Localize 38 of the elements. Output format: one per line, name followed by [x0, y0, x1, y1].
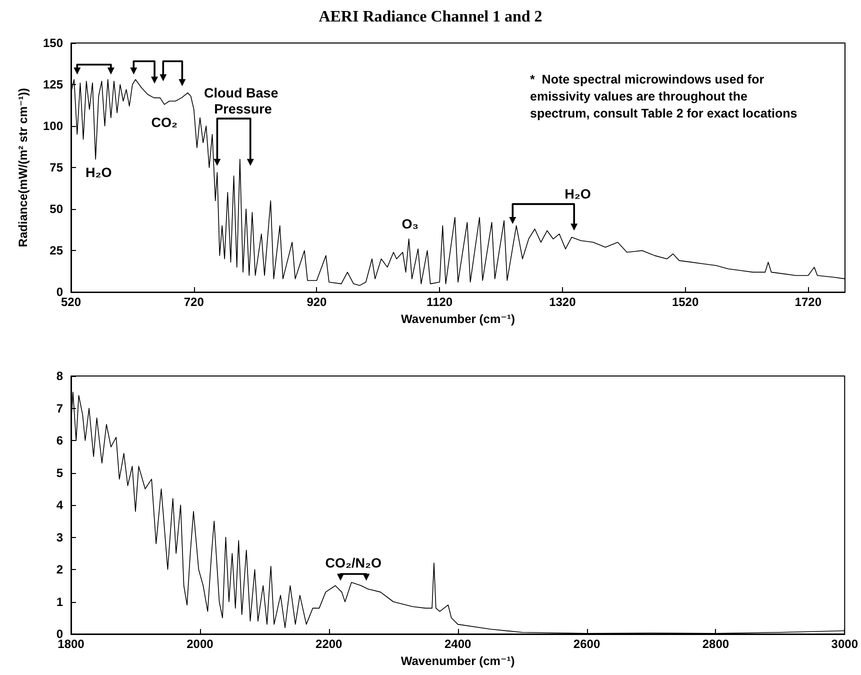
- annotation: Cloud Base Pressure: [204, 86, 282, 117]
- y-tick-label: 4: [56, 498, 64, 512]
- y-tick-label: 6: [56, 434, 64, 448]
- y-tick-label: 100: [42, 119, 64, 134]
- x-tick-label: 920: [306, 295, 328, 310]
- y-tick-label: 50: [50, 202, 64, 216]
- y-tick-label: 3: [56, 530, 64, 544]
- x-tick-label: 1320: [549, 295, 576, 310]
- annotation: O₃: [402, 216, 418, 232]
- x-tick-label: 2600: [573, 637, 600, 651]
- y-tick-label: 25: [50, 244, 64, 258]
- y-tick-label: 8: [56, 369, 64, 383]
- annotation: CO₂/N₂O: [325, 556, 382, 571]
- annotation: * Note spectral microwindows used for emissivity values are throughout the spectrum, consult Table 2 for exact locations: [530, 72, 798, 120]
- y-axis-title: Radiance(mW/(m² str cm⁻¹)): [16, 88, 30, 248]
- chart-title: AERI Radiance Channel 1 and 2: [318, 8, 542, 26]
- y-tick-label: 1: [56, 594, 64, 609]
- y-tick-label: 2: [56, 562, 64, 576]
- x-tick-label: 1120: [426, 295, 453, 310]
- y-tick-label: 150: [42, 36, 64, 50]
- y-tick-label: 125: [42, 78, 64, 92]
- x-tick-label: 720: [184, 295, 204, 310]
- x-tick-label: 2000: [186, 637, 214, 651]
- x-tick-label: 1520: [672, 295, 699, 310]
- x-tick-label: 3000: [831, 637, 858, 651]
- x-tick-label: 2200: [316, 637, 343, 651]
- annotation: H₂O: [564, 186, 591, 202]
- x-tick-label: 1720: [794, 295, 822, 310]
- y-tick-label: 75: [50, 160, 64, 175]
- y-tick-label: 7: [56, 401, 64, 416]
- x-tick-label: 520: [60, 295, 82, 310]
- x-tick-label: 2400: [444, 637, 472, 651]
- x-axis-title: Wavenumber (cm⁻¹): [401, 312, 515, 326]
- x-axis-title: Wavenumber (cm⁻¹): [400, 654, 515, 668]
- y-tick-label: 5: [56, 466, 64, 480]
- annotation: H₂O: [86, 165, 112, 180]
- annotation: CO₂: [151, 115, 178, 130]
- x-tick-label: 2800: [702, 637, 730, 651]
